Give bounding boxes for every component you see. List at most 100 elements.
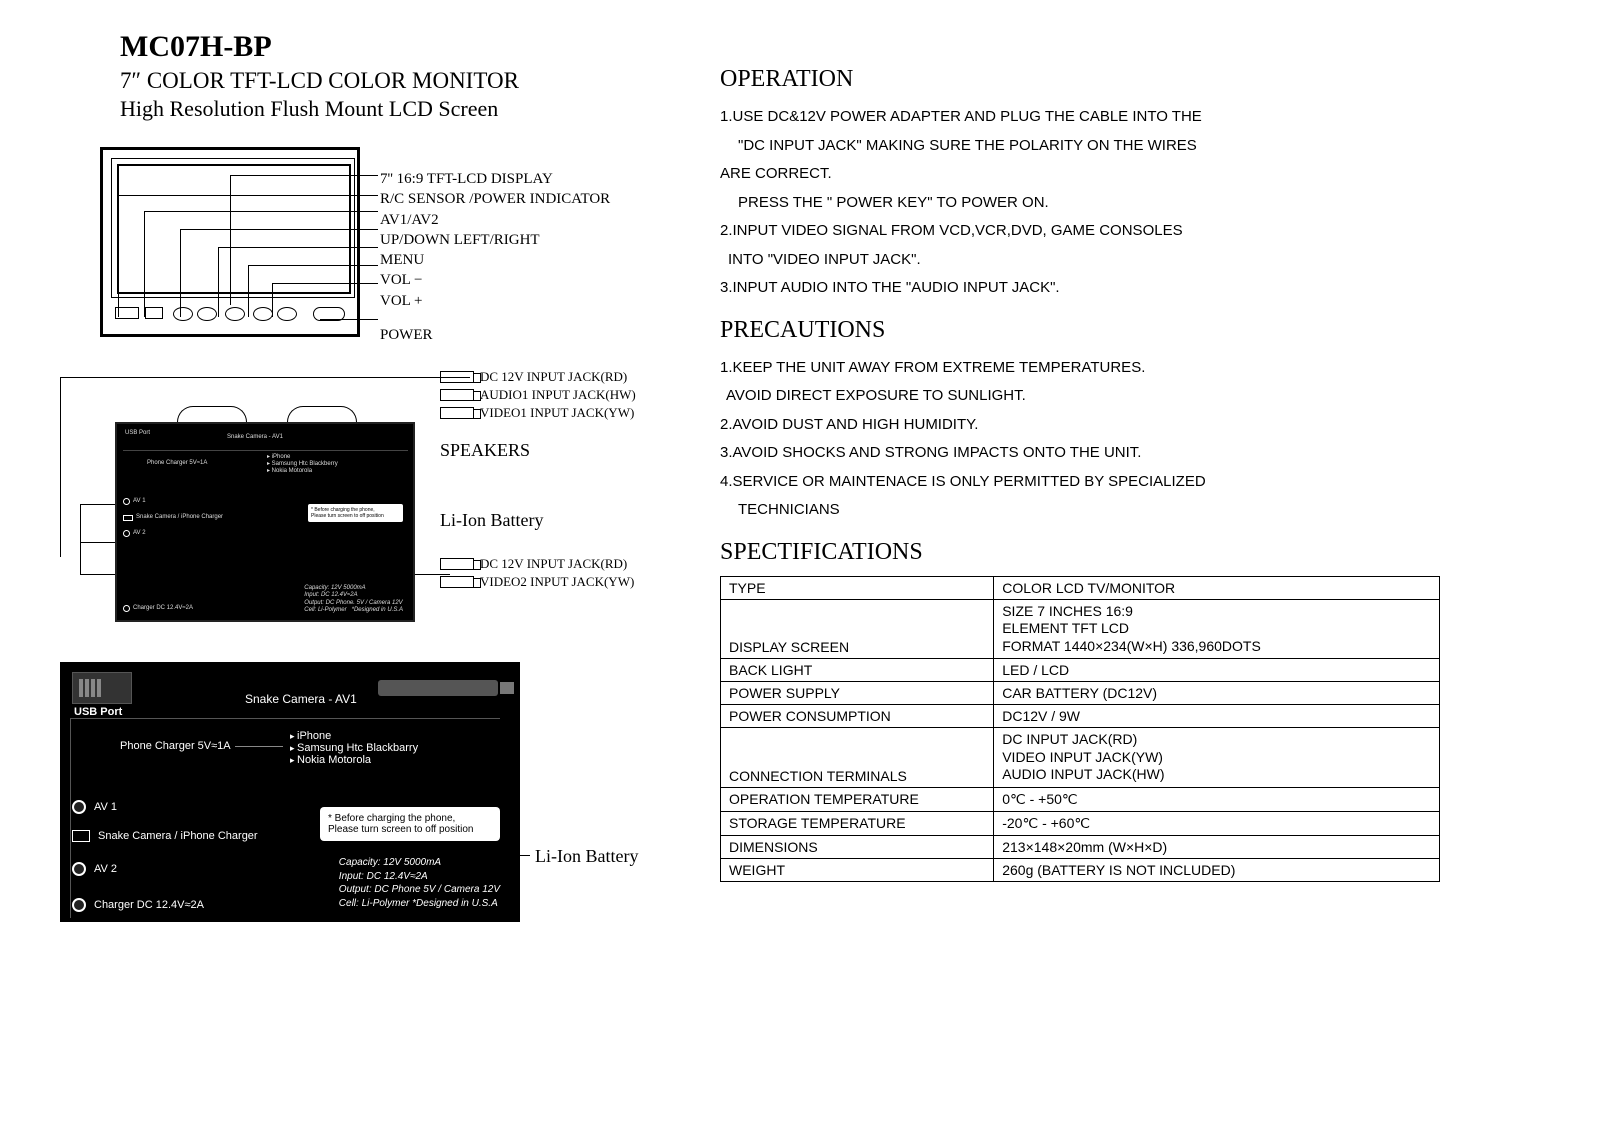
cam-charger-row: Snake Camera / iPhone Charger bbox=[72, 830, 258, 842]
spec-val: SIZE 7 INCHES 16:9 ELEMENT TFT LCD FORMA… bbox=[994, 599, 1440, 659]
lead-line bbox=[218, 247, 219, 317]
capacity-block: Capacity: 12V 5000mA Input: DC 12.4V≈2A … bbox=[339, 856, 500, 910]
vol-down-icon bbox=[253, 307, 273, 321]
av-jack-icon bbox=[72, 862, 86, 876]
jack-icon bbox=[440, 558, 474, 570]
spec-val: DC INPUT JACK(RD) VIDEO INPUT JACK(YW) A… bbox=[994, 728, 1440, 788]
bb-cap: Capacity: 12V 5000mAInput: DC 12.4V≈2AOu… bbox=[304, 585, 403, 614]
notice-box: * Before charging the phone, Please turn… bbox=[320, 807, 500, 841]
phone-list: iPhone Samsung Htc Blackbarry Nokia Moto… bbox=[290, 730, 418, 766]
cap-line: Output: DC Phone 5V / Camera 12V bbox=[339, 883, 500, 897]
spec-val: 213×148×20mm (W×H×D) bbox=[994, 835, 1440, 858]
subtitle-1: 7″ COLOR TFT-LCD COLOR MONITOR bbox=[120, 68, 660, 94]
spec-key: POWER SUPPLY bbox=[721, 682, 994, 705]
table-row: DISPLAY SCREENSIZE 7 INCHES 16:9 ELEMENT… bbox=[721, 599, 1440, 659]
detail-panel: USB Port Snake Camera - AV1 Phone Charge… bbox=[60, 662, 520, 922]
bb-av2: AV 2 bbox=[123, 530, 146, 537]
op-line: 1.USE DC&12V POWER ADAPTER AND PLUG THE … bbox=[720, 103, 1440, 132]
pre-line: 4.SERVICE OR MAINTENACE IS ONLY PERMITTE… bbox=[720, 468, 1440, 497]
operation-text: 1.USE DC&12V POWER ADAPTER AND PLUG THE … bbox=[720, 103, 1440, 303]
spec-key: POWER CONSUMPTION bbox=[721, 705, 994, 728]
label-display: 7'' 16:9 TFT-LCD DISPLAY bbox=[380, 169, 610, 189]
button-row bbox=[113, 301, 353, 329]
speakers-label: SPEAKERS bbox=[440, 440, 530, 461]
jack-row: AUDIO1 INPUT JACK(HW) bbox=[440, 387, 636, 403]
divider-v bbox=[70, 718, 71, 918]
specs-heading: SPECTIFICATIONS bbox=[720, 539, 1440, 566]
av1-label: AV 1 bbox=[94, 801, 117, 813]
charger-dc-row: Charger DC 12.4V≈2A bbox=[72, 898, 204, 912]
spec-key: BACK LIGHT bbox=[721, 659, 994, 682]
spec-val: LED / LCD bbox=[994, 659, 1440, 682]
bb-div bbox=[123, 450, 408, 451]
spec-val: 260g (BATTERY IS NOT INCLUDED) bbox=[994, 858, 1440, 881]
wire bbox=[80, 504, 115, 505]
bb-snake: Snake Camera - AV1 bbox=[227, 434, 283, 441]
spec-key: DISPLAY SCREEN bbox=[721, 599, 994, 659]
model-number: MC07H-BP bbox=[120, 30, 660, 64]
back-diagram: USB Port Snake Camera - AV1 Phone Charge… bbox=[40, 382, 660, 642]
divider bbox=[70, 718, 500, 719]
label-menu: MENU bbox=[380, 250, 610, 270]
label-sensor: R/C SENSOR /POWER INDICATOR bbox=[380, 189, 610, 209]
spec-val: CAR BATTERY (DC12V) bbox=[994, 682, 1440, 705]
op-line: 2.INPUT VIDEO SIGNAL FROM VCD,VCR,DVD, G… bbox=[720, 217, 1440, 246]
detail-li-ion-label: Li-Ion Battery bbox=[535, 846, 638, 867]
op-line: INTO "VIDEO INPUT JACK". bbox=[720, 246, 1440, 275]
lead-line bbox=[272, 283, 273, 317]
table-row: CONNECTION TERMINALSDC INPUT JACK(RD) VI… bbox=[721, 728, 1440, 788]
jack-label: VIDEO1 INPUT JACK(YW) bbox=[480, 405, 634, 421]
op-line: PRESS THE " POWER KEY" TO POWER ON. bbox=[720, 189, 1440, 218]
bb-chgdc: Charger DC 12.4V≈2A bbox=[123, 605, 193, 612]
av-button-icon bbox=[145, 307, 163, 319]
pre-line: 3.AVOID SHOCKS AND STRONG IMPACTS ONTO T… bbox=[720, 439, 1440, 468]
jack-label: DC 12V INPUT JACK(RD) bbox=[480, 556, 627, 572]
op-line: "DC INPUT JACK" MAKING SURE THE POLARITY… bbox=[720, 132, 1440, 161]
bb-cam: Snake Camera / iPhone Charger bbox=[123, 514, 223, 521]
spec-key: DIMENSIONS bbox=[721, 835, 994, 858]
jack-row: DC 12V INPUT JACK(RD) bbox=[440, 369, 636, 385]
cap-line: Cell: Li-Polymer *Designed in U.S.A bbox=[339, 897, 500, 911]
op-line: ARE CORRECT. bbox=[720, 160, 1440, 189]
jack-row: DC 12V INPUT JACK(RD) bbox=[440, 556, 634, 572]
bb-av1: AV 1 bbox=[123, 498, 146, 505]
jack-row: VIDEO1 INPUT JACK(YW) bbox=[440, 405, 636, 421]
wire bbox=[80, 504, 81, 574]
lead-line bbox=[144, 211, 378, 212]
av-jack-icon bbox=[72, 800, 86, 814]
notice-line2: Please turn screen to off position bbox=[328, 824, 492, 835]
jack-row: VIDEO2 INPUT JACK(YW) bbox=[440, 574, 634, 590]
spec-key: STORAGE TEMPERATURE bbox=[721, 811, 994, 835]
camera-icon bbox=[72, 830, 90, 842]
speakers-icon bbox=[127, 406, 407, 424]
wire bbox=[80, 542, 115, 543]
lead-line bbox=[230, 175, 231, 227]
lead-line bbox=[118, 195, 378, 196]
wire bbox=[60, 377, 61, 557]
spec-val: 0℃ - +50℃ bbox=[994, 787, 1440, 811]
spec-val: -20℃ - +60℃ bbox=[994, 811, 1440, 835]
table-row: DIMENSIONS213×148×20mm (W×H×D) bbox=[721, 835, 1440, 858]
pre-line: 1.KEEP THE UNIT AWAY FROM EXTREME TEMPER… bbox=[720, 354, 1440, 383]
bb-notice: * Before charging the phone,Please turn … bbox=[308, 504, 403, 522]
charger-label: Phone Charger 5V≈1A bbox=[120, 740, 231, 752]
table-row: STORAGE TEMPERATURE-20℃ - +60℃ bbox=[721, 811, 1440, 835]
label-power: POWER bbox=[380, 325, 610, 345]
operation-heading: OPERATION bbox=[720, 66, 1440, 93]
phone-item: Nokia Motorola bbox=[290, 754, 418, 766]
jack-label: VIDEO2 INPUT JACK(YW) bbox=[480, 574, 634, 590]
lead-line bbox=[490, 855, 530, 856]
usb-label: USB Port bbox=[74, 706, 122, 718]
jack-icon bbox=[440, 407, 474, 419]
jack-label: AUDIO1 INPUT JACK(HW) bbox=[480, 387, 636, 403]
table-row: POWER CONSUMPTIONDC12V / 9W bbox=[721, 705, 1440, 728]
lead-line bbox=[118, 195, 119, 317]
label-vol-up: VOL + bbox=[380, 291, 610, 311]
lead-line bbox=[272, 283, 378, 284]
snake-label: Snake Camera - AV1 bbox=[245, 692, 357, 706]
spec-key: OPERATION TEMPERATURE bbox=[721, 787, 994, 811]
table-row: POWER SUPPLYCAR BATTERY (DC12V) bbox=[721, 682, 1440, 705]
label-av: AV1/AV2 bbox=[380, 210, 610, 230]
cam-charger-label: Snake Camera / iPhone Charger bbox=[98, 830, 258, 842]
lead-line bbox=[180, 229, 378, 230]
